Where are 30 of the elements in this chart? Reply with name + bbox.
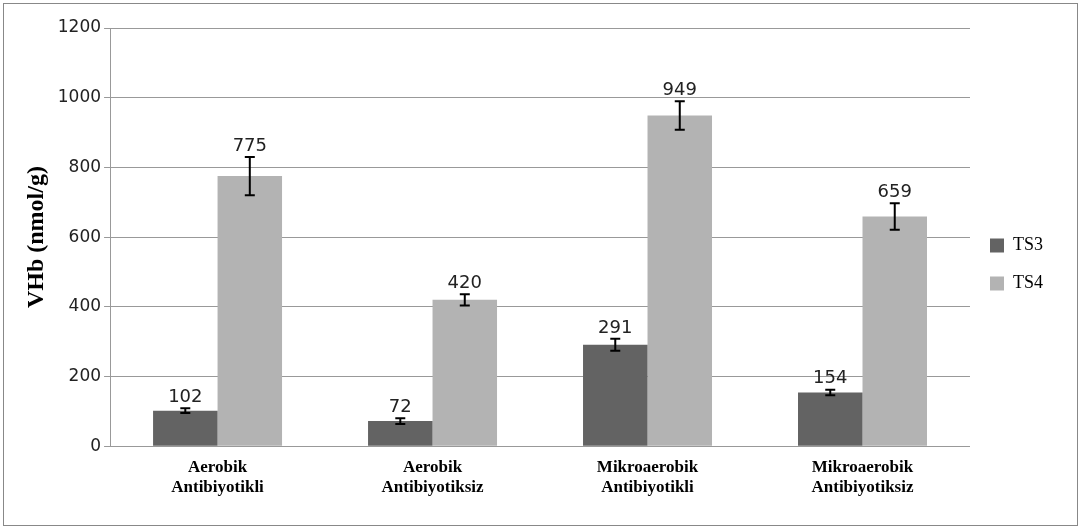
data-label: 154 (813, 366, 848, 388)
bar (583, 344, 648, 446)
legend-label: TS4 (1012, 272, 1044, 293)
legend-label: TS3 (1012, 234, 1044, 255)
x-tick-label: Aerobik Antibiyotikli (171, 456, 265, 497)
bar (153, 410, 218, 446)
x-tick-label: Mikroaerobik Antibiyotiksiz (811, 456, 914, 497)
bar (368, 421, 433, 446)
data-label: 102 (168, 384, 203, 406)
y-tick-label: 0 (90, 434, 102, 455)
x-tick-label: Aerobik Antibiyotiksiz (381, 456, 484, 497)
data-label: 949 (662, 77, 697, 99)
bar (217, 176, 283, 446)
y-tick-label: 600 (68, 225, 102, 246)
data-label: 659 (877, 179, 912, 201)
data-label: 72 (388, 394, 412, 416)
data-label: 775 (232, 133, 267, 155)
bar (862, 216, 927, 446)
data-label: 420 (447, 270, 482, 292)
y-tick-label: 400 (68, 295, 102, 316)
y-tick-label: 200 (68, 364, 102, 385)
bar (647, 115, 713, 446)
y-tick-label: 1000 (57, 86, 102, 107)
y-axis-title: VHb (nmol/g) (21, 166, 48, 309)
y-tick-label: 1200 (57, 16, 102, 37)
x-tick-label: Mikroaerobik Antibiyotikli (596, 456, 699, 497)
data-label: 291 (598, 315, 633, 337)
bar (798, 392, 863, 446)
bar (432, 299, 498, 446)
y-tick-label: 800 (68, 155, 102, 176)
